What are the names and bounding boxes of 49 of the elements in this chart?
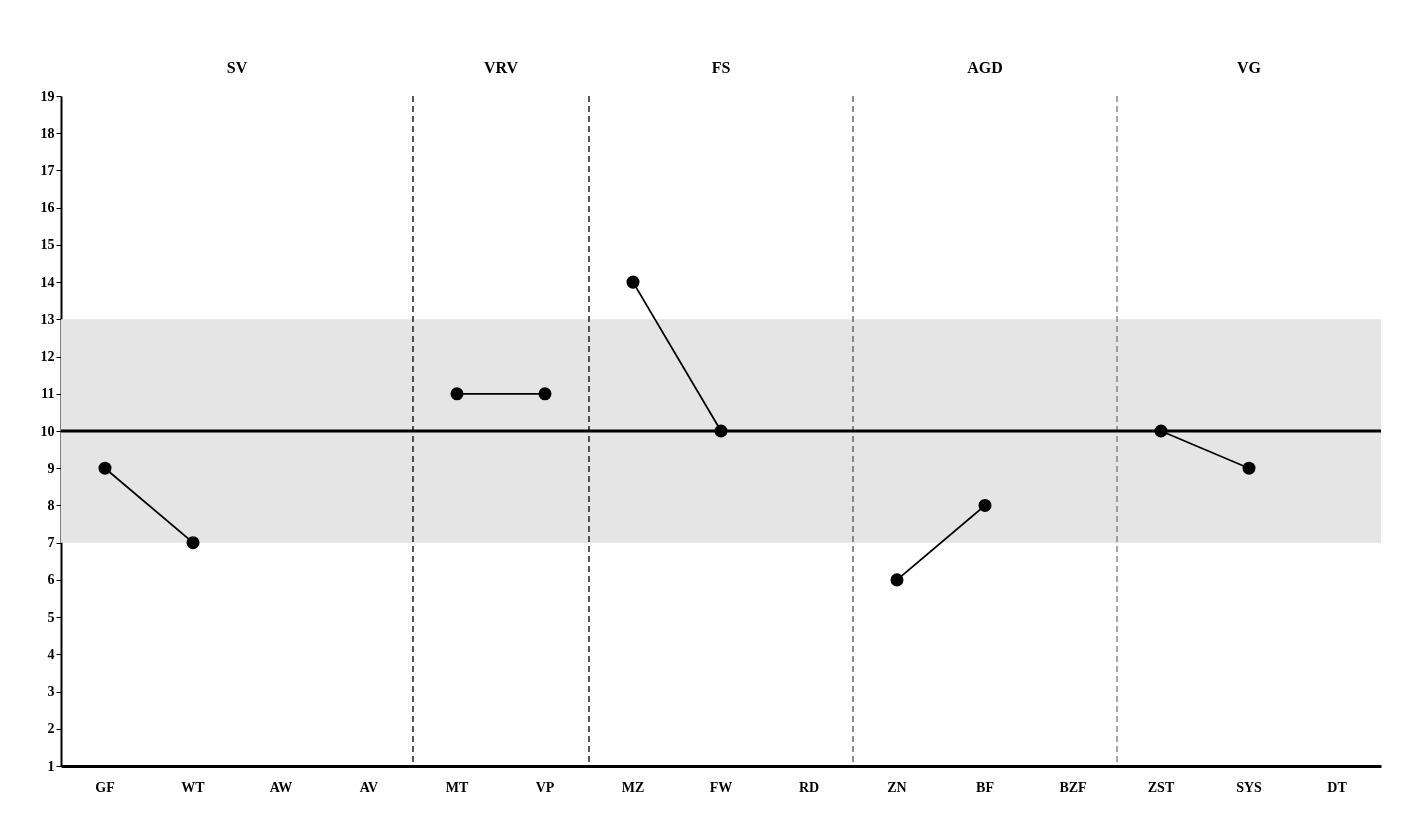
text: VRV [483,59,519,76]
x-tick-label: AV [359,779,379,795]
y-tick-label: 3 [47,684,55,700]
x-tick-label: BZF [1059,779,1087,795]
y-tick-label: 18 [40,125,55,141]
point [714,424,728,438]
x-tick-label: ZN [887,779,907,795]
y-tick-label: 2 [47,721,55,737]
text: FS [711,59,731,76]
text: SV [226,59,248,76]
y-tick-label: 7 [47,535,55,551]
y-tick-label: 12 [40,349,55,365]
x-tick-label: GF [95,779,115,795]
x-tick-label: RD [798,779,820,795]
point [186,536,200,550]
point [98,461,112,475]
y-tick-label: 6 [47,572,55,588]
text: VG [1237,59,1262,76]
point [978,498,992,512]
x-tick-label: FW [709,779,733,795]
x-tick-label: DT [1327,779,1348,795]
y-tick-label: 5 [47,609,55,625]
y-tick-label: 16 [40,200,55,216]
y-tick-label: 8 [47,497,55,513]
x-tick-label: BF [976,779,994,795]
point [1242,461,1256,475]
x-tick-label: AW [269,779,293,795]
point [538,387,552,401]
y-tick-label: 11 [41,386,55,402]
y-tick-label: 17 [40,162,55,178]
y-tick-label: 1 [47,758,55,774]
y-tick-label: 9 [47,460,55,476]
x-tick-label: MT [445,779,469,795]
x-tick-label: WT [181,779,206,795]
x-tick-label: VP [535,779,555,795]
y-tick-label: 15 [40,237,55,253]
y-tick-label: 19 [40,88,55,104]
y-tick-label: 10 [40,423,55,439]
y-tick-label: 4 [47,646,55,662]
point [450,387,464,401]
x-tick-label: SYS [1236,779,1263,795]
point [626,275,640,289]
text: AGD [967,59,1003,76]
point [890,573,904,587]
x-tick-label: ZST [1147,779,1175,795]
x-tick-label: MZ [621,779,645,795]
y-tick-label: 14 [40,274,55,290]
y-tick-label: 13 [40,311,55,327]
point [1154,424,1168,438]
